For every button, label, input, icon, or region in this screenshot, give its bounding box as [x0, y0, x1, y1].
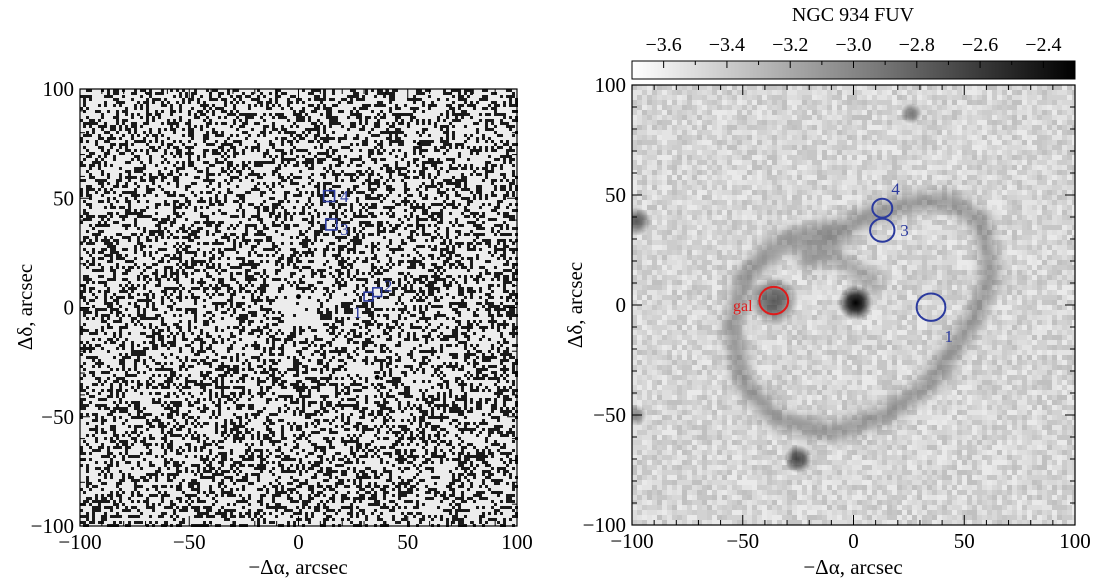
region-marker-label: 1: [353, 303, 362, 322]
y-tick-label: −100: [583, 513, 626, 537]
spiral-arm: [801, 191, 1000, 357]
colorbar-ticks: [631, 61, 1044, 68]
right-image-pixels: [632, 85, 1075, 525]
x-tick-label: −50: [173, 530, 206, 554]
colorbar-tick-label: −2.8: [899, 34, 935, 56]
region-marker-label: 4: [891, 179, 900, 198]
left-ticks: [79, 88, 518, 527]
region-marker-label: 1: [944, 327, 953, 346]
y-tick-label: −50: [41, 405, 74, 429]
y-tick-label: −50: [593, 403, 626, 427]
x-tick-label: 50: [954, 529, 975, 553]
colorbar-tick-label: −3.2: [772, 34, 808, 56]
left-residual-image: [80, 89, 518, 527]
right-ticks: [631, 84, 1076, 526]
region-circle-marker: [915, 292, 947, 322]
right-image-pixels: [632, 85, 1075, 525]
colorbar-tick-label: −3.4: [709, 34, 745, 56]
right-x-tick-labels: −100 −50 0 50 100: [610, 529, 1090, 553]
x-tick-label: −100: [58, 530, 101, 554]
left-point-source: [416, 141, 421, 146]
region-marker-label: 4: [340, 187, 349, 206]
fuv-point-source: [783, 444, 813, 474]
region-square-marker: [322, 189, 336, 203]
region-marker-label: 2: [384, 277, 393, 296]
fuv-point-source: [837, 285, 874, 321]
x-tick-label: 0: [848, 529, 859, 553]
left-x-axis-title: −Δα, arcsec: [248, 555, 347, 579]
left-markers: 1 2 3 4: [322, 187, 393, 322]
region-marker-label: 3: [900, 221, 909, 240]
right-panel: NGC 934 FUV −3.6 −3.4 −3.2 −3.0 −2.8 −2.6 −2.4: [563, 4, 1091, 579]
y-tick-label: −100: [31, 514, 74, 538]
region-square-marker: [325, 218, 338, 231]
fuv-point-source: [748, 275, 799, 326]
y-tick-label: 100: [43, 77, 75, 101]
left-y-axis-title: Δδ, arcsec: [13, 264, 37, 350]
y-tick-label: 0: [64, 296, 75, 320]
y-tick-label: 50: [605, 183, 626, 207]
right-y-axis-title: Δδ, arcsec: [563, 262, 587, 348]
colorbar-tick-label: −3.0: [835, 34, 871, 56]
left-panel: −100 −50 0 50 100 −100 −50 0 50 100 1 2 3 4 −Δα, ar…: [13, 77, 533, 579]
y-tick-label: 0: [616, 293, 627, 317]
right-image-pixels: [632, 85, 1075, 525]
colorbar-title: NGC 934 FUV: [792, 4, 915, 26]
spiral-arm: [757, 236, 883, 290]
x-tick-label: 0: [293, 530, 304, 554]
fuv-point-source: [632, 207, 651, 236]
region-square-marker: [371, 287, 383, 298]
right-spiral-structure: [723, 191, 1000, 441]
left-x-tick-labels: −100 −50 0 50 100: [58, 530, 532, 554]
right-y-tick-labels: −100 −50 0 50 100: [583, 73, 626, 537]
left-point-source: [374, 374, 380, 380]
x-tick-label: −100: [610, 529, 653, 553]
right-x-axis-title: −Δα, arcsec: [803, 555, 902, 579]
colorbar-tick-label: −2.4: [1025, 34, 1061, 56]
x-tick-label: 100: [1059, 529, 1091, 553]
left-y-tick-labels: −100 −50 0 50 100: [31, 77, 74, 538]
colorbar-tick-labels: −3.6 −3.4 −3.2 −3.0 −2.8 −2.6 −2.4: [646, 34, 1062, 56]
region-circle-marker: [871, 197, 894, 219]
region-marker-label: 3: [340, 220, 349, 239]
galaxy-marker-label: gal: [733, 298, 753, 315]
left-point-source: [296, 294, 301, 300]
right-image-pixels: [632, 85, 1075, 525]
y-tick-label: 100: [595, 73, 627, 97]
galaxy-circle-marker: [758, 285, 790, 316]
x-tick-label: −50: [726, 529, 759, 553]
colorbar-tick-label: −3.6: [646, 34, 682, 56]
fuv-point-source: [900, 102, 922, 125]
x-tick-label: 100: [501, 530, 533, 554]
colorbar-tick-label: −2.6: [962, 34, 998, 56]
left-speckle-noise: [80, 89, 518, 527]
right-markers: 1 3 4 gal: [733, 179, 953, 345]
x-tick-label: 50: [397, 530, 418, 554]
y-tick-label: 50: [53, 186, 74, 210]
